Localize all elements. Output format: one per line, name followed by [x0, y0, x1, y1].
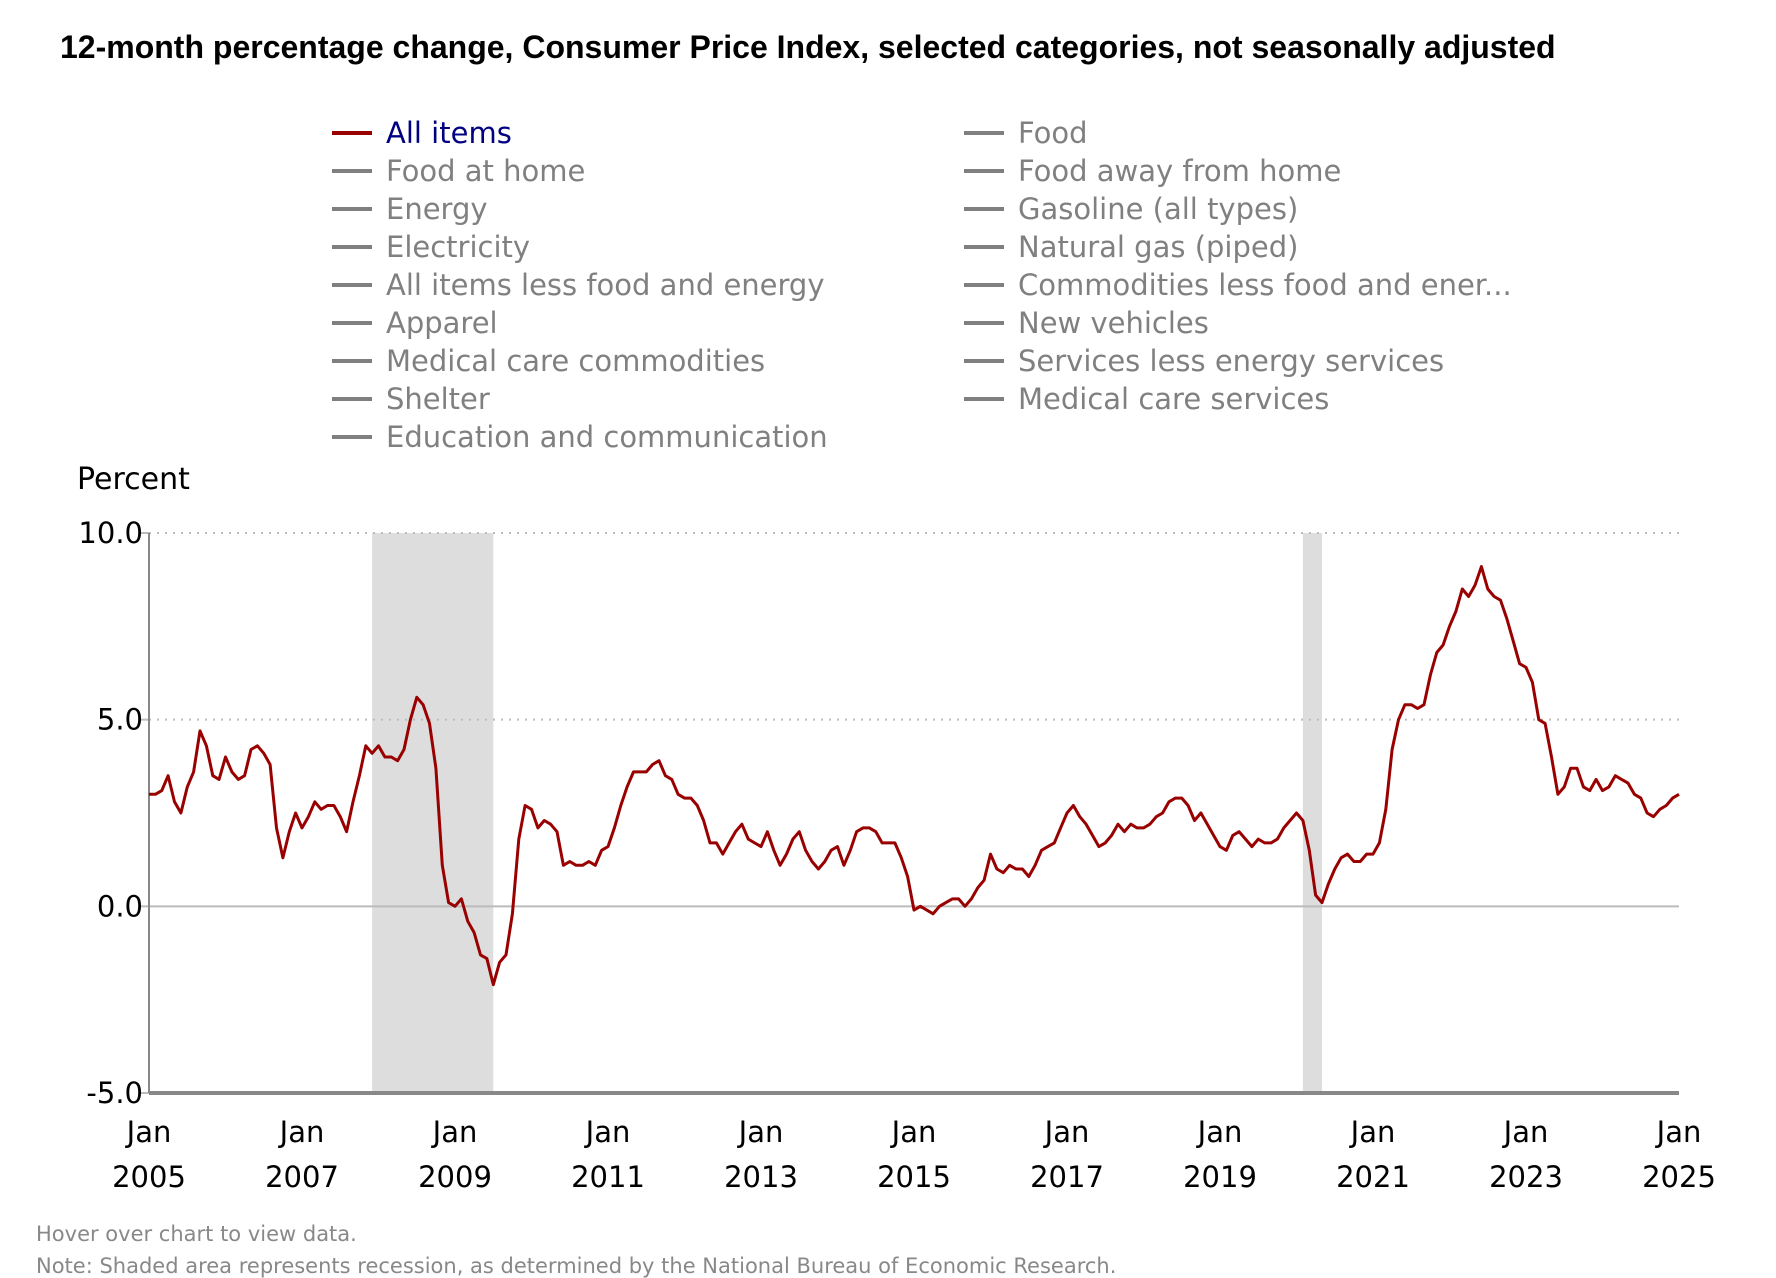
legend-swatch [332, 169, 372, 173]
legend-label: Shelter [386, 382, 490, 416]
x-tick-label-month: Jan [890, 1115, 937, 1149]
legend-swatch [332, 207, 372, 211]
legend-swatch [964, 169, 1004, 173]
legend-swatch [332, 283, 372, 287]
legend-item[interactable]: Education and communication [332, 418, 964, 456]
x-tick-label-year: 2019 [1183, 1160, 1257, 1194]
legend-label: Energy [386, 192, 488, 226]
legend-label: Apparel [386, 306, 498, 340]
chart-title: 12-month percentage change, Consumer Pri… [60, 29, 1556, 65]
x-tick-label-year: 2021 [1336, 1160, 1410, 1194]
legend-item[interactable]: Electricity [332, 228, 964, 266]
legend-item[interactable]: Food at home [332, 152, 964, 190]
x-tick-label-year: 2007 [265, 1160, 339, 1194]
legend-label: Food away from home [1018, 154, 1342, 188]
x-tick-label-month: Jan [1349, 1115, 1396, 1149]
x-tick-label-year: 2015 [877, 1160, 951, 1194]
x-tick-label-month: Jan [584, 1115, 631, 1149]
legend-label: Food at home [386, 154, 586, 188]
legend-label: Medical care commodities [386, 344, 766, 378]
legend-label: All items [386, 116, 512, 150]
legend-label: Medical care services [1018, 382, 1330, 416]
legend-label: All items less food and energy [386, 268, 825, 302]
legend-swatch [964, 397, 1004, 401]
y-tick-label: -5.0 [86, 1076, 143, 1110]
x-tick-label-year: 2011 [571, 1160, 645, 1194]
legend-label: New vehicles [1018, 306, 1209, 340]
recession-band [372, 533, 494, 1093]
legend-item[interactable]: Gasoline (all types) [964, 190, 1604, 228]
y-tick-label: 10.0 [78, 516, 143, 550]
legend-swatch [964, 359, 1004, 363]
legend-swatch [964, 207, 1004, 211]
y-tick-label: 5.0 [97, 703, 143, 737]
legend-swatch [964, 321, 1004, 325]
x-tick-label-month: Jan [278, 1115, 325, 1149]
x-tick-label-month: Jan [431, 1115, 478, 1149]
legend-swatch [964, 245, 1004, 249]
y-axis-label: Percent [77, 462, 190, 497]
legend-label: Electricity [386, 230, 531, 264]
legend-label: Services less energy services [1018, 344, 1445, 378]
x-tick-label-year: 2023 [1489, 1160, 1563, 1194]
hover-note: Hover over chart to view data. [36, 1222, 357, 1246]
legend-label: Gasoline (all types) [1018, 192, 1299, 226]
legend-item[interactable]: New vehicles [964, 304, 1604, 342]
legend-item[interactable]: Medical care services [964, 380, 1604, 418]
legend-swatch [332, 245, 372, 249]
x-tick-label-month: Jan [1655, 1115, 1702, 1149]
series-line-all-items[interactable] [149, 565, 1680, 987]
legend-item[interactable]: Energy [332, 190, 964, 228]
legend-swatch [332, 435, 372, 439]
recession-note: Note: Shaded area represents recession, … [36, 1254, 1117, 1278]
legend-item[interactable]: Commodities less food and ener... [964, 266, 1604, 304]
legend-item[interactable]: Services less energy services [964, 342, 1604, 380]
x-tick-label-year: 2005 [112, 1160, 186, 1194]
recession-band [1302, 533, 1322, 1093]
legend-item[interactable]: Medical care commodities [332, 342, 964, 380]
legend-item[interactable]: Food [964, 114, 1604, 152]
legend-label: Food [1018, 116, 1088, 150]
x-tick-label-month: Jan [1043, 1115, 1090, 1149]
legend-item[interactable]: All items less food and energy [332, 266, 964, 304]
x-tick-label-month: Jan [1196, 1115, 1243, 1149]
legend-label: Education and communication [386, 420, 828, 454]
legend-item[interactable]: Shelter [332, 380, 964, 418]
legend: All items Food Food at home Food away from … [332, 114, 1632, 456]
legend-swatch [332, 359, 372, 363]
x-tick-label-year: 2013 [724, 1160, 798, 1194]
legend-label: Natural gas (piped) [1018, 230, 1299, 264]
legend-swatch [964, 131, 1004, 135]
legend-item[interactable]: All items [332, 114, 964, 152]
legend-swatch [332, 397, 372, 401]
legend-item[interactable]: Natural gas (piped) [964, 228, 1604, 266]
x-tick-label-year: 2025 [1642, 1160, 1716, 1194]
x-tick-label-year: 2009 [418, 1160, 492, 1194]
x-tick-label-year: 2017 [1030, 1160, 1104, 1194]
legend-item[interactable]: Apparel [332, 304, 964, 342]
x-tick-label-month: Jan [125, 1115, 172, 1149]
legend-swatch [332, 131, 372, 135]
y-tick-label: 0.0 [97, 889, 143, 923]
legend-swatch [332, 321, 372, 325]
x-tick-label-month: Jan [737, 1115, 784, 1149]
legend-item[interactable]: Food away from home [964, 152, 1604, 190]
legend-label: Commodities less food and ener... [1018, 268, 1512, 302]
x-tick-label-month: Jan [1502, 1115, 1549, 1149]
legend-swatch [964, 283, 1004, 287]
